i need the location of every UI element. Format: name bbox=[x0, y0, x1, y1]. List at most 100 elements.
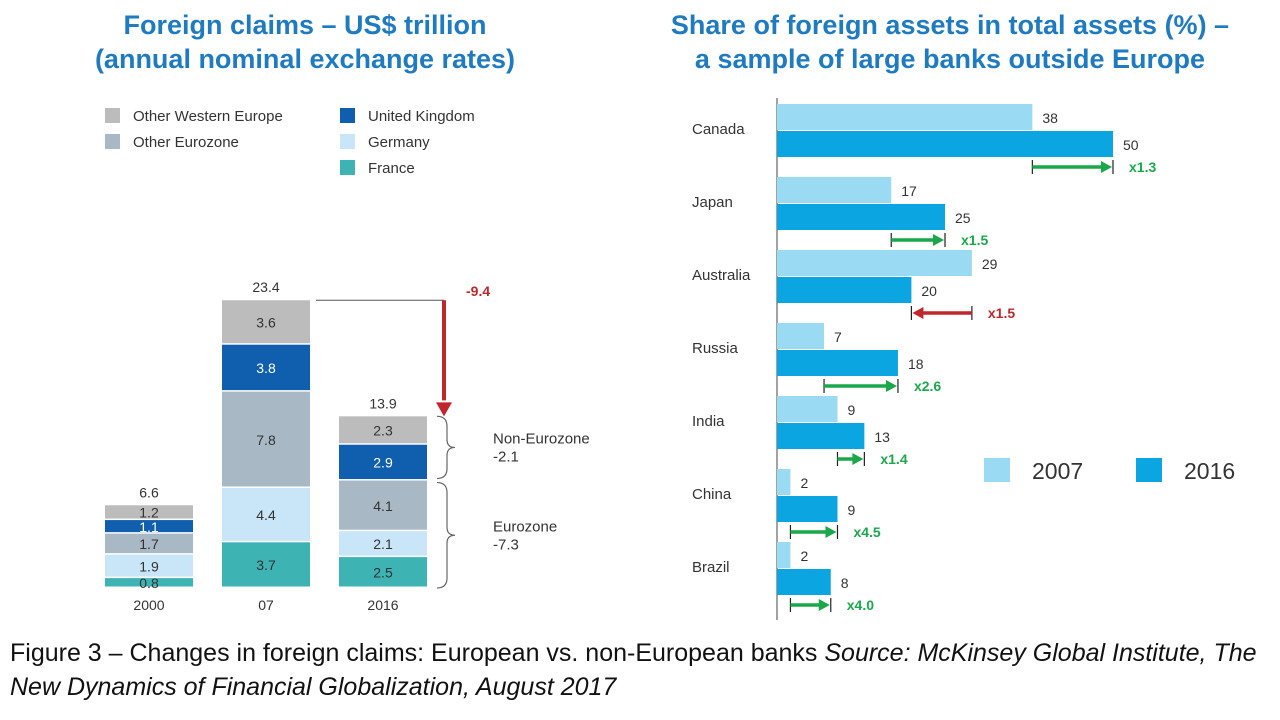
bar-segment bbox=[105, 554, 193, 577]
bar-value-label: 2 bbox=[800, 475, 808, 491]
multiplier-label: x4.5 bbox=[853, 524, 880, 540]
category-label-brazil: Brazil bbox=[692, 559, 730, 576]
legend-item-2016: 2016 bbox=[1136, 458, 1235, 484]
non-eurozone-label: Non-Eurozone bbox=[493, 430, 590, 447]
bar-segment bbox=[105, 520, 193, 533]
x-tick-label: 07 bbox=[258, 597, 274, 613]
segment-value-label: 1.9 bbox=[139, 558, 159, 574]
bar-2007-canada bbox=[777, 104, 1033, 130]
multiplier-label: x4.0 bbox=[847, 597, 874, 613]
legend-label: France bbox=[368, 160, 415, 177]
arrow-head bbox=[852, 453, 864, 465]
bar-2016-canada bbox=[777, 131, 1113, 157]
x-tick-label: 2000 bbox=[133, 597, 164, 613]
right-chart-title: Share of foreign assets in total assets … bbox=[630, 8, 1270, 76]
bar-stack-07: 3.7 4.4 7.8 3.8 3.6 bbox=[222, 300, 310, 587]
left-chart-title: Foreign claims – US$ trillion (annual no… bbox=[20, 8, 590, 76]
bar-2016-japan bbox=[777, 204, 945, 230]
non-eurozone-value: -2.1 bbox=[493, 448, 519, 465]
eurozone-label: Eurozone bbox=[493, 518, 557, 535]
category-label-china: China bbox=[692, 486, 732, 503]
left-title-line-1: Foreign claims – US$ trillion bbox=[123, 10, 487, 40]
right-title-line-1: Share of foreign assets in total assets … bbox=[670, 10, 1230, 40]
multiplier-label: x1.3 bbox=[1129, 159, 1156, 175]
legend-label: Germany bbox=[368, 134, 430, 151]
segment-value-label: 4.1 bbox=[373, 498, 393, 514]
bar-2007-china bbox=[777, 469, 791, 495]
bar-2007-brazil bbox=[777, 542, 791, 568]
right-title-line-2: a sample of large banks outside Europe bbox=[694, 44, 1206, 74]
bar-segment bbox=[339, 416, 427, 444]
change-arrow-japan bbox=[890, 233, 946, 247]
bar-value-label: 18 bbox=[908, 356, 924, 372]
category-label-india: India bbox=[692, 413, 725, 430]
change-arrow-india bbox=[836, 452, 865, 466]
bar-segment bbox=[222, 391, 310, 487]
bar-value-label: 7 bbox=[834, 329, 842, 345]
segment-value-label: 3.7 bbox=[256, 557, 276, 573]
legend-swatch bbox=[340, 108, 355, 123]
multiplier-label: x1.5 bbox=[988, 305, 1015, 321]
bar-2016-australia bbox=[777, 277, 912, 303]
bar-2016-brazil bbox=[777, 569, 831, 595]
legend-item: Germany bbox=[340, 134, 430, 151]
x-tick-label: 2016 bbox=[367, 597, 398, 613]
segment-value-label: 4.4 bbox=[256, 507, 276, 523]
segment-value-label: 2.1 bbox=[373, 536, 393, 552]
change-arrow-brazil bbox=[789, 598, 832, 612]
figure-caption: Figure 3 – Changes in foreign claims: Eu… bbox=[10, 636, 1270, 704]
bar-segment bbox=[222, 300, 310, 344]
bar-2007-russia bbox=[777, 323, 825, 349]
segment-value-label: 2.9 bbox=[373, 455, 393, 471]
bar-segment bbox=[222, 487, 310, 541]
legend-item-2007: 2007 bbox=[984, 458, 1083, 484]
arrow-head bbox=[912, 307, 924, 319]
bar-stack-2016: 2.5 2.1 4.1 2.9 2.3 bbox=[339, 416, 427, 587]
bar-value-label: 9 bbox=[847, 502, 855, 518]
bar-value-label: 2 bbox=[800, 548, 808, 564]
bar-total-label: 6.6 bbox=[139, 484, 159, 500]
bar-2016-china bbox=[777, 496, 838, 522]
change-arrow-china bbox=[789, 525, 839, 539]
bar-segment bbox=[339, 557, 427, 587]
segment-value-label: 1.7 bbox=[139, 536, 159, 552]
bar-value-label: 25 bbox=[955, 210, 971, 226]
segment-value-label: 1.1 bbox=[139, 519, 159, 535]
legend-item: Other Western Europe bbox=[105, 108, 283, 125]
legend-label: Other Western Europe bbox=[133, 108, 283, 125]
bar-segment bbox=[105, 578, 193, 587]
bar-2016-india bbox=[777, 423, 865, 449]
segment-value-label: 7.8 bbox=[256, 432, 276, 448]
bar-2007-australia bbox=[777, 250, 972, 276]
change-label: -9.4 bbox=[466, 283, 490, 299]
legend-swatch bbox=[105, 134, 120, 149]
segment-value-label: 3.8 bbox=[256, 360, 276, 376]
multiplier-label: x1.5 bbox=[961, 232, 988, 248]
bar-segment bbox=[105, 505, 193, 519]
arrow-head bbox=[885, 380, 897, 392]
segment-value-label: 0.8 bbox=[139, 575, 159, 591]
legend-swatch bbox=[105, 108, 120, 123]
arrow-head bbox=[933, 234, 944, 246]
bar-value-label: 38 bbox=[1042, 110, 1058, 126]
category-label-canada: Canada bbox=[692, 121, 745, 138]
multiplier-label: x1.4 bbox=[880, 451, 907, 467]
legend-swatch bbox=[340, 134, 355, 149]
bar-segment bbox=[339, 531, 427, 556]
segment-value-label: 1.2 bbox=[139, 505, 159, 521]
bar-2007-india bbox=[777, 396, 838, 422]
caption-main: Figure 3 – Changes in foreign claims: Eu… bbox=[10, 639, 818, 667]
bar-total-label: 13.9 bbox=[369, 395, 396, 411]
stacked-bar-chart: Other Western Europe Other Eurozone United… bbox=[105, 108, 590, 613]
bar-value-label: 29 bbox=[982, 256, 998, 272]
horizontal-bar-chart: Canada3850x1.3Japan1725x1.5Australia2920… bbox=[692, 98, 1235, 620]
eurozone-value: -7.3 bbox=[493, 536, 519, 553]
eurozone-brace bbox=[436, 481, 456, 589]
bar-segment bbox=[339, 444, 427, 480]
bar-total-label: 23.4 bbox=[252, 279, 279, 295]
bar-2007-japan bbox=[777, 177, 892, 203]
non-eurozone-brace bbox=[436, 415, 456, 480]
bar-segment bbox=[222, 542, 310, 587]
legend-item: Other Eurozone bbox=[105, 134, 239, 151]
bar-value-label: 17 bbox=[901, 183, 917, 199]
